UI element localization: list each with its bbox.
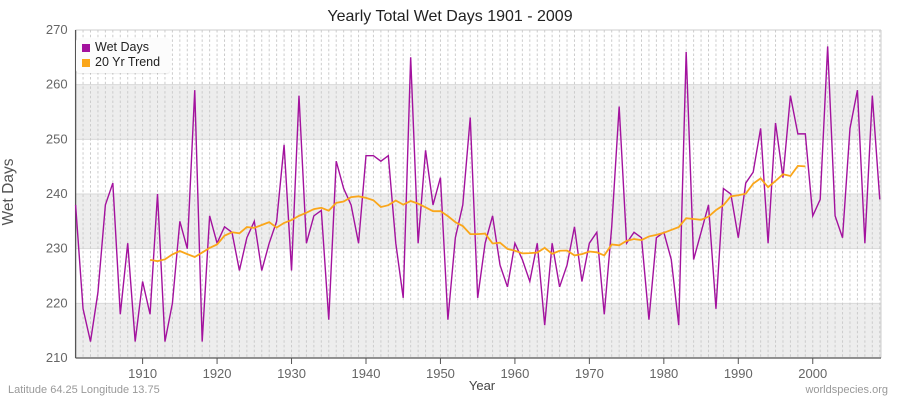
svg-text:250: 250 xyxy=(46,131,68,146)
svg-text:210: 210 xyxy=(46,350,68,365)
svg-text:220: 220 xyxy=(46,295,68,310)
svg-text:260: 260 xyxy=(46,77,68,92)
svg-text:240: 240 xyxy=(46,186,68,201)
svg-text:230: 230 xyxy=(46,241,68,256)
